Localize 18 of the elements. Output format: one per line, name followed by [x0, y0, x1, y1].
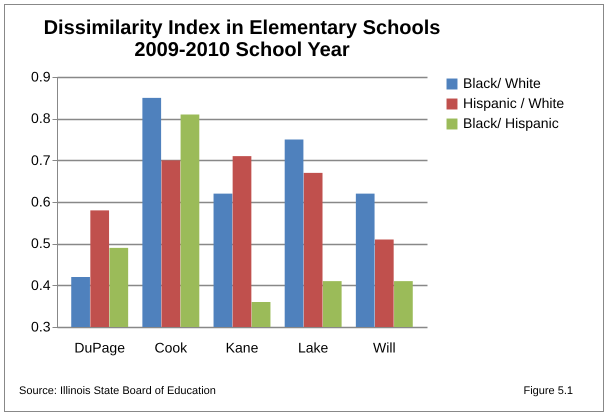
y-tick-label: 0.7	[31, 152, 51, 168]
x-tick-label: Cook	[154, 340, 188, 356]
y-tick-label: 0.9	[31, 68, 51, 84]
y-tick-label: 0.5	[31, 235, 51, 252]
x-tick-label: Kane	[226, 340, 259, 356]
x-tick-label: Lake	[298, 340, 329, 356]
source-note: Source: Illinois State Board of Education	[19, 385, 216, 397]
legend-label: Hispanic / White	[463, 95, 564, 111]
y-tick-label: 0.3	[31, 318, 51, 334]
legend-label: Black/ White	[463, 75, 542, 91]
x-tick-label: DuPage	[74, 340, 126, 356]
y-tick-label: 0.6	[31, 194, 51, 210]
x-tick-label: Will	[373, 340, 396, 356]
legend-label: Black/ Hispanic	[463, 115, 559, 131]
y-tick-label: 0.8	[31, 110, 51, 126]
y-tick-label: 0.4	[31, 276, 51, 293]
chart-title: Dissimilarity Index in Elementary Schools 2009-2010 School Year	[44, 17, 440, 61]
caption: Figure 5.1	[523, 385, 573, 397]
